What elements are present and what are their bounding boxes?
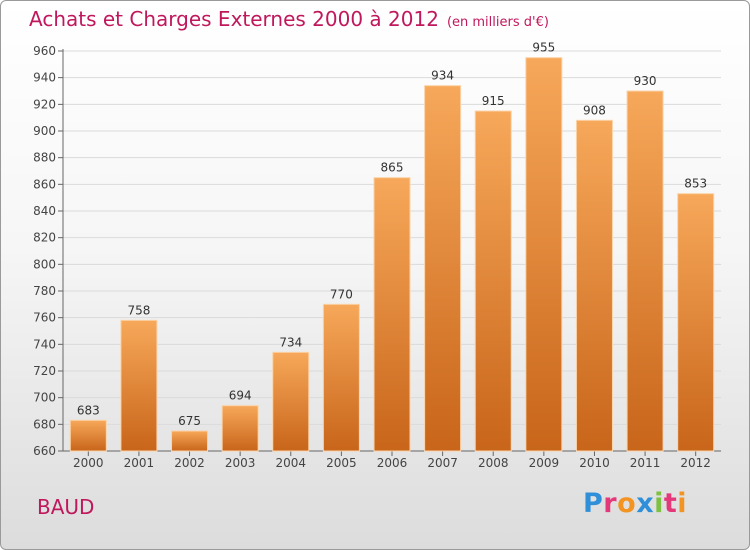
logo-letter: x <box>636 488 655 519</box>
bar-2002 <box>171 430 209 452</box>
x-tick-label-2003: 2003 <box>225 456 256 470</box>
bar-2012 <box>677 193 715 452</box>
y-tick-label: 740 <box>33 337 56 351</box>
y-tick-label: 760 <box>33 311 56 325</box>
data-label-2008: 915 <box>482 94 505 108</box>
data-label-2012: 853 <box>684 177 707 191</box>
y-tick-label: 840 <box>33 204 56 218</box>
x-tick-label-2002: 2002 <box>174 456 205 470</box>
bar-2001 <box>120 319 158 452</box>
y-tick-label: 720 <box>33 364 56 378</box>
chart-title-text: Achats et Charges Externes 2000 à 2012 <box>29 7 439 31</box>
bar-2005 <box>322 303 360 452</box>
x-tick-label-2007: 2007 <box>427 456 458 470</box>
logo-letter: o <box>617 488 637 519</box>
bar-2003 <box>221 405 259 452</box>
x-tick-label-2010: 2010 <box>579 456 610 470</box>
bar-2011 <box>626 90 664 452</box>
chart-title: Achats et Charges Externes 2000 à 2012 (e… <box>29 7 549 31</box>
bar-2006 <box>373 177 411 452</box>
y-tick-label: 700 <box>33 391 56 405</box>
x-tick-label-2009: 2009 <box>529 456 560 470</box>
y-tick-label: 680 <box>33 417 56 431</box>
data-label-2007: 934 <box>431 69 454 83</box>
x-tick-label-2000: 2000 <box>73 456 104 470</box>
logo-letter: i <box>654 488 664 519</box>
y-tick-label: 920 <box>33 97 56 111</box>
data-labels: 683 758 675 694 734 770 865 934 915 955 908 930 853 <box>77 41 707 428</box>
commune-name: BAUD <box>37 495 95 519</box>
chart-subtitle: (en milliers d'€) <box>446 15 549 30</box>
y-tick-label: 940 <box>33 71 56 85</box>
logo-letter: P <box>583 488 604 519</box>
x-tick-label-2001: 2001 <box>124 456 155 470</box>
data-label-2006: 865 <box>381 161 404 175</box>
data-label-2003: 694 <box>229 389 252 403</box>
bar-2004 <box>272 351 310 452</box>
data-label-2000: 683 <box>77 403 100 417</box>
bar-2007 <box>424 85 462 452</box>
data-label-2002: 675 <box>178 414 201 428</box>
bar-2000 <box>69 419 107 452</box>
data-label-2010: 908 <box>583 103 606 117</box>
y-tick-label: 800 <box>33 257 56 271</box>
y-tick-label: 780 <box>33 284 56 298</box>
data-label-2011: 930 <box>634 74 657 88</box>
y-tick-label: 860 <box>33 177 56 191</box>
x-tick-label-2004: 2004 <box>275 456 306 470</box>
x-tick-label-2011: 2011 <box>630 456 661 470</box>
logo-letter: i <box>677 488 688 519</box>
y-tick-label: 900 <box>33 124 56 138</box>
y-tick-label: 880 <box>33 151 56 165</box>
x-tick-label-2005: 2005 <box>326 456 357 470</box>
bars <box>69 57 715 452</box>
data-label-2004: 734 <box>279 335 302 349</box>
data-label-2001: 758 <box>127 303 150 317</box>
x-tick-label-2008: 2008 <box>478 456 509 470</box>
axes: 660 680 700 720 740 760 780 800 820 840 860 880 900 9… <box>33 44 721 470</box>
logo-letter: r <box>603 488 618 519</box>
bar-2010 <box>575 119 613 452</box>
data-label-2009: 955 <box>532 41 555 55</box>
proxiti-logo[interactable]: Proxiti <box>583 488 687 519</box>
data-label-2005: 770 <box>330 287 353 301</box>
bar-2008 <box>474 110 512 452</box>
logo-letter: t <box>663 488 678 519</box>
x-tick-label-2006: 2006 <box>377 456 408 470</box>
y-tick-label: 960 <box>33 44 56 58</box>
y-tick-label: 660 <box>33 444 56 458</box>
x-tick-label-2012: 2012 <box>680 456 711 470</box>
y-tick-label: 820 <box>33 231 56 245</box>
bar-chart: 660 680 700 720 740 760 780 800 820 840 860 880 900 9… <box>33 41 721 470</box>
bar-2009 <box>525 57 563 452</box>
